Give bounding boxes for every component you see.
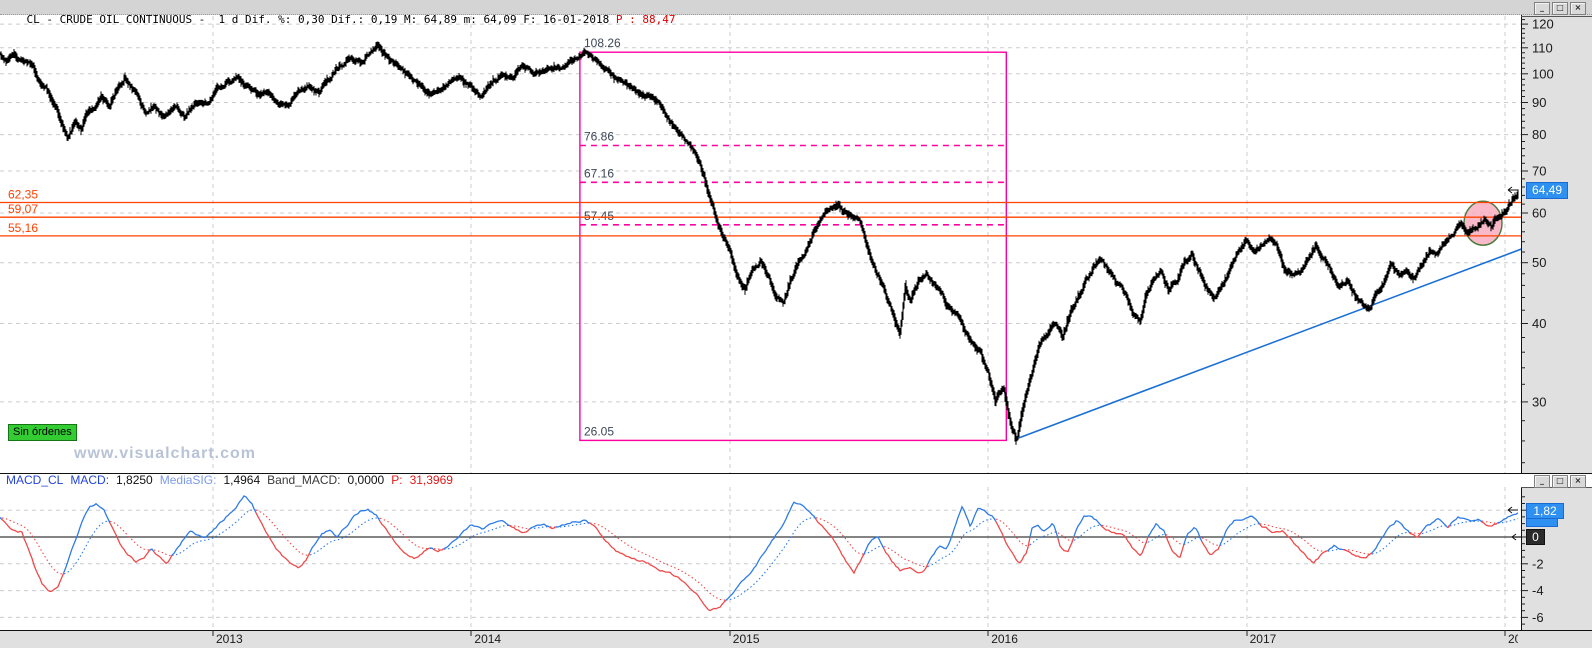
trendline xyxy=(1016,248,1523,440)
macd-legend-item: 1,4964 xyxy=(223,473,261,487)
year-label: 2017 xyxy=(1249,633,1277,646)
window-controls: _ □ × xyxy=(1534,2,1586,15)
year-label: 2013 xyxy=(216,633,243,646)
svg-text:26.05: 26.05 xyxy=(584,424,614,438)
gridlines xyxy=(0,16,1521,630)
svg-text:108.26: 108.26 xyxy=(584,36,621,50)
window-titlebar[interactable]: CL - CRUDE OIL CONTINUOUS - 1 d Dif. %: … xyxy=(0,0,1592,26)
macd-value-badge: 1,82 xyxy=(1526,503,1564,519)
macd-legend-item: P: xyxy=(391,473,403,487)
minimize-icon: _ xyxy=(1540,3,1544,12)
svg-text:67.16: 67.16 xyxy=(584,166,614,180)
price-series xyxy=(0,41,1519,445)
macd-legend-item: MediaSIG: xyxy=(159,473,217,487)
close-button[interactable]: × xyxy=(1570,2,1586,15)
macd-legend: MACD_CL MACD: 1,8250 MediaSIG: 1,4964 Band_MA… xyxy=(6,474,460,487)
macd-legend-item: Band_MACD: xyxy=(267,473,341,487)
macd-legend-item: MACD: xyxy=(70,473,110,487)
macd-signal-badge-partial xyxy=(1526,518,1558,527)
svg-text:62,35: 62,35 xyxy=(8,188,38,202)
macd-legend-item: 31,3969 xyxy=(409,473,453,487)
year-label: 2014 xyxy=(474,633,502,646)
close-icon: × xyxy=(1574,476,1582,485)
svg-text:76.86: 76.86 xyxy=(584,130,614,144)
macd-window-controls: _ □ × xyxy=(1534,475,1586,488)
chart-title: CL - CRUDE OIL CONTINUOUS - 1 d Dif. %: … xyxy=(26,13,616,26)
maximize-icon: □ xyxy=(1556,476,1564,485)
maximize-icon: □ xyxy=(1556,3,1564,12)
watermark: www.visualchart.com xyxy=(74,445,257,462)
year-label: 2016 xyxy=(991,633,1018,646)
macd-legend-item: MACD_CL xyxy=(6,473,64,487)
macd-legend-item: 1,8250 xyxy=(116,473,153,487)
fib-retracement-box: 108.26 76.86 67.16 57.45 26.05 xyxy=(579,36,1008,442)
time-axis-strip[interactable]: 2013 2014 2015 2016 2017 2018 xyxy=(0,631,1592,648)
highlight-ellipse xyxy=(1463,200,1503,246)
no-orders-badge: Sin órdenes xyxy=(8,424,77,441)
minimize-button[interactable]: _ xyxy=(1534,475,1550,488)
year-label: 2018 xyxy=(1508,633,1518,646)
svg-text:57.45: 57.45 xyxy=(584,209,614,223)
macd-signal-line xyxy=(0,509,1519,601)
price-axis-strip[interactable] xyxy=(1521,14,1592,473)
svg-text:55,16: 55,16 xyxy=(8,221,38,235)
maximize-button[interactable]: □ xyxy=(1552,2,1568,15)
close-icon: × xyxy=(1574,3,1582,12)
macd-zero-badge: 0 xyxy=(1526,529,1545,545)
macd-line xyxy=(0,495,1519,612)
price-alert-value: P : 88,47 xyxy=(615,13,676,26)
price-pointer-arrow xyxy=(1507,186,1522,541)
year-label: 2015 xyxy=(732,633,760,646)
minimize-button[interactable]: _ xyxy=(1534,2,1550,15)
close-button[interactable]: × xyxy=(1570,475,1586,488)
svg-text:59,07: 59,07 xyxy=(8,202,38,216)
macd-legend-item: 0,0000 xyxy=(347,473,385,487)
maximize-button[interactable]: □ xyxy=(1552,475,1568,488)
last-price-badge: 64,49 xyxy=(1526,182,1568,199)
minimize-icon: _ xyxy=(1540,476,1544,485)
